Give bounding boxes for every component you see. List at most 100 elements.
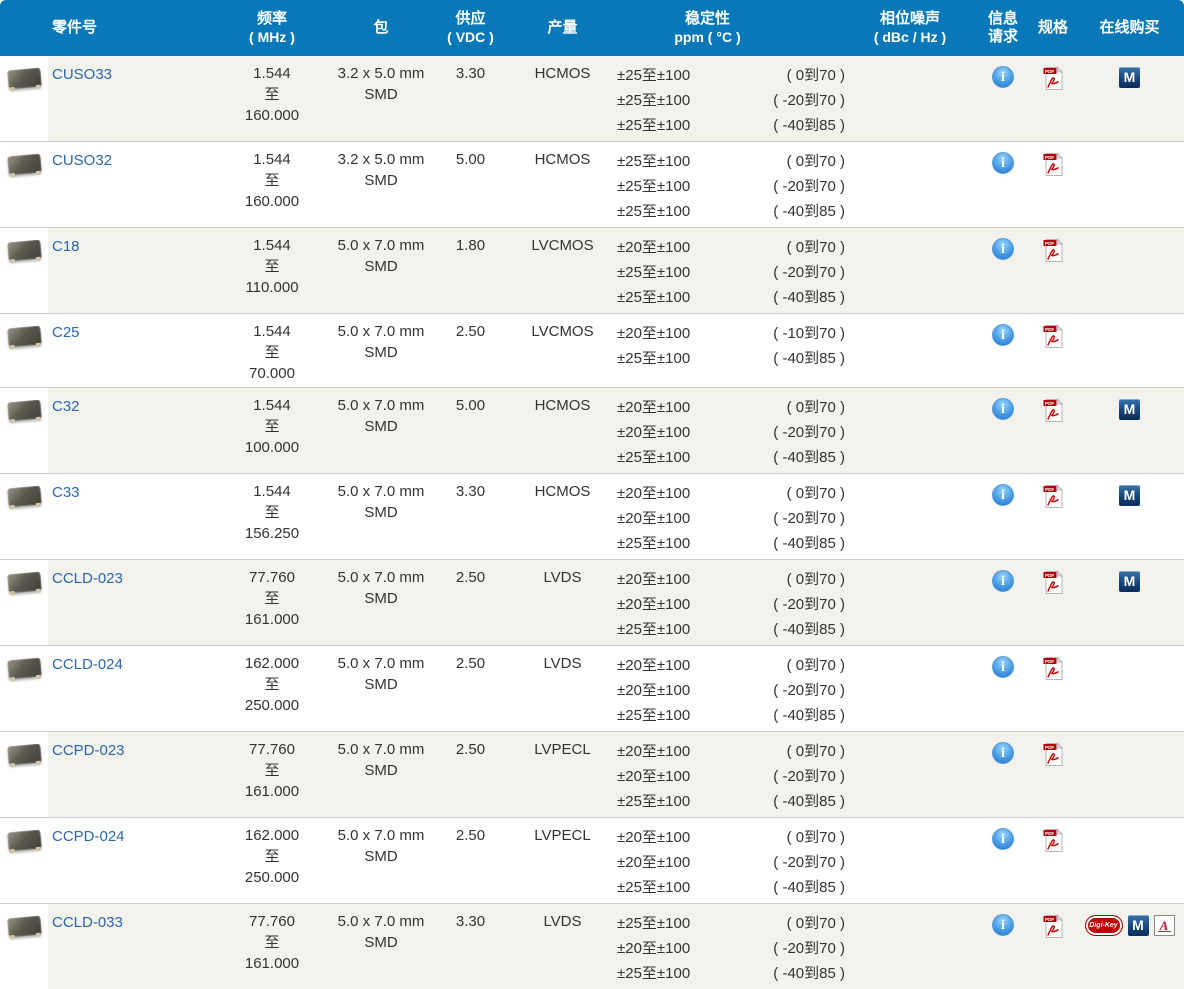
part-number-link[interactable]: CUSO32 [52,152,113,169]
output-type-cell: LVDS [543,913,582,930]
info-request-icon[interactable]: i [992,238,1014,260]
stability-cell: ±20至±100 ( -10到70 ) ±25至±100 ( -40到85 ) [610,321,845,371]
part-number-cell: CCLD-033 [48,911,208,933]
info-request-icon[interactable]: i [992,398,1014,420]
digikey-buy-icon[interactable]: Digi-Key [1084,915,1123,936]
part-photo-thumbnail[interactable] [6,399,42,422]
thumbnail-cell [0,142,48,227]
package-cell: 5.0 x 7.0 mm SMD [336,739,426,781]
info-request-cell: i [975,395,1031,420]
part-number-link[interactable]: C18 [52,238,80,255]
part-photo-thumbnail[interactable] [6,239,42,262]
frequency-cell: 1.544 至 160.000 [208,149,336,212]
specs-cell: PDF [1031,911,1075,945]
part-number-link[interactable]: C25 [52,324,80,341]
info-request-icon[interactable]: i [992,914,1014,936]
stability-cell: ±20至±100 ( 0到70 ) ±20至±100 ( -20到70 ) ±25至±1… [610,395,845,470]
stability-line: ±20至±100 ( 0到70 ) [617,235,845,260]
frequency-separator: 至 [264,676,280,693]
package-type: SMD [364,676,398,693]
part-number-link[interactable]: CCLD-024 [52,656,123,673]
pdf-datasheet-icon[interactable]: PDF [1043,484,1064,515]
info-request-icon[interactable]: i [992,484,1014,506]
part-photo-thumbnail[interactable] [6,67,42,90]
info-request-icon[interactable]: i [992,570,1014,592]
frequency-min: 1.544 [253,483,291,500]
stability-temp-range: ( 0到70 ) [786,829,845,846]
part-photo-thumbnail[interactable] [6,153,42,176]
stability-ppm-range: ±25至±100 [617,289,691,306]
part-photo-thumbnail[interactable] [6,485,42,508]
package-type: SMD [364,762,398,779]
thumbnail-cell [0,904,48,989]
stability-ppm-range: ±25至±100 [617,117,691,134]
mouser-buy-icon[interactable]: M [1119,399,1140,420]
part-photo-thumbnail[interactable] [6,829,42,852]
frequency-cell: 77.760 至 161.000 [208,911,336,974]
part-photo-thumbnail[interactable] [6,915,42,938]
specs-cell: PDF [1031,481,1075,515]
part-number-link[interactable]: CCLD-033 [52,914,123,931]
part-photo-thumbnail[interactable] [6,571,42,594]
part-number-link[interactable]: C33 [52,484,80,501]
part-photo-thumbnail[interactable] [6,657,42,680]
frequency-max: 161.000 [244,955,300,972]
stability-line: ±20至±100 ( -10到70 ) [617,321,845,346]
frequency-min: 1.544 [253,323,291,340]
package-type: SMD [364,590,398,607]
svg-text:PDF: PDF [1045,831,1054,836]
mouser-buy-icon[interactable]: M [1119,67,1140,88]
pdf-datasheet-icon[interactable]: PDF [1043,238,1064,269]
pdf-datasheet-icon[interactable]: PDF [1043,152,1064,183]
info-request-icon[interactable]: i [992,66,1014,88]
thumbnail-cell [0,646,48,731]
output-type-cell: LVPECL [534,741,591,758]
pdf-datasheet-icon[interactable]: PDF [1043,324,1064,355]
table-row: CCPD-023 77.760 至 161.000 5.0 x 7.0 mm S… [0,731,1184,817]
info-request-icon[interactable]: i [992,152,1014,174]
part-photo-thumbnail[interactable] [6,743,42,766]
supply-voltage-cell: 2.50 [455,569,486,586]
info-request-icon[interactable]: i [992,656,1014,678]
stability-line: ±25至±100 ( -40到85 ) [617,531,845,556]
part-number-link[interactable]: CCLD-023 [52,570,123,587]
mouser-buy-icon[interactable]: M [1119,571,1140,592]
pdf-datasheet-icon[interactable]: PDF [1043,828,1064,859]
part-number-cell: CCPD-023 [48,739,208,761]
stability-temp-range: ( -40到85 ) [773,793,845,810]
info-request-cell: i [975,911,1031,936]
info-request-icon[interactable]: i [992,828,1014,850]
stability-temp-range: ( -40到85 ) [773,879,845,896]
stability-ppm-range: ±20至±100 [617,657,691,674]
part-photo-thumbnail[interactable] [6,325,42,348]
frequency-min: 1.544 [253,65,291,82]
pdf-datasheet-icon[interactable]: PDF [1043,398,1064,429]
table-row: C32 1.544 至 100.000 5.0 x 7.0 mm SMD 5.0… [0,387,1184,473]
stability-line: ±25至±100 ( -40到85 ) [617,617,845,642]
buy-online-cell: M [1075,395,1184,420]
output-type-cell: HCMOS [534,65,591,82]
mouser-buy-icon[interactable]: M [1119,485,1140,506]
pdf-datasheet-icon[interactable]: PDF [1043,570,1064,601]
stability-temp-range: ( -20到70 ) [773,92,845,109]
frequency-separator: 至 [264,86,280,103]
part-number-link[interactable]: CCPD-024 [52,828,125,845]
arrow-buy-icon[interactable]: A [1153,915,1175,936]
thumbnail-cell [0,56,48,141]
info-request-icon[interactable]: i [992,742,1014,764]
pdf-datasheet-icon[interactable]: PDF [1043,914,1064,945]
part-number-link[interactable]: CUSO33 [52,66,113,83]
pdf-datasheet-icon[interactable]: PDF [1043,656,1064,687]
info-request-icon[interactable]: i [992,324,1014,346]
pdf-datasheet-icon[interactable]: PDF [1043,66,1064,97]
header-output: 产量 [547,19,578,36]
mouser-buy-icon[interactable]: M [1127,915,1149,936]
package-cell: 5.0 x 7.0 mm SMD [336,825,426,867]
stability-cell: ±25至±100 ( 0到70 ) ±20至±100 ( -20到70 ) ±25至±1… [610,911,845,986]
pdf-datasheet-icon[interactable]: PDF [1043,742,1064,773]
part-number-link[interactable]: C32 [52,398,80,415]
info-request-cell: i [975,825,1031,850]
part-number-link[interactable]: CCPD-023 [52,742,125,759]
stability-line: ±25至±100 ( -20到70 ) [617,260,845,285]
info-request-cell: i [975,653,1031,678]
